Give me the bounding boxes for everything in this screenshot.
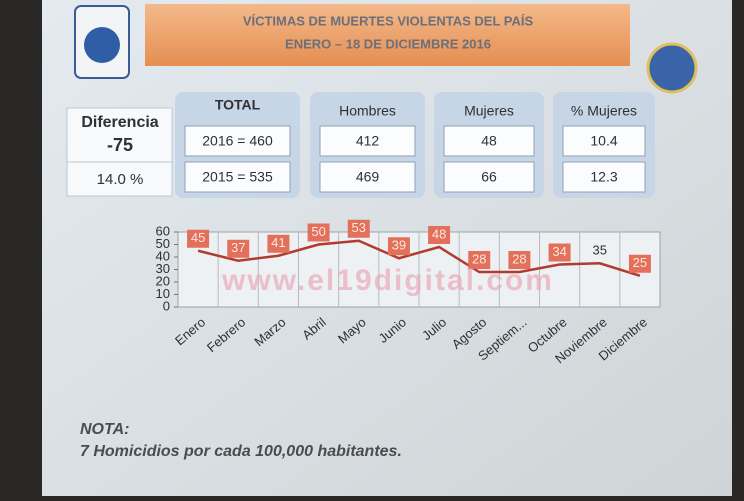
- y-tick-label: 50: [156, 236, 170, 251]
- y-tick-label: 20: [156, 273, 170, 288]
- watermark: www.el19digital.com: [221, 264, 554, 297]
- panel-title: Mujeres: [464, 103, 514, 119]
- data-label: 45: [191, 230, 205, 245]
- panel-cell: [184, 125, 291, 157]
- data-label-box: [187, 229, 210, 248]
- difference-label: Diferencia: [81, 114, 158, 131]
- line: [197, 239, 641, 277]
- panel-cell: [562, 125, 646, 157]
- panel-title: Hombres: [339, 103, 396, 119]
- panel-value: 12.3: [590, 169, 617, 185]
- panel-value: 48: [481, 133, 497, 149]
- y-tick-label: 0: [163, 298, 170, 313]
- panel-value: 10.4: [590, 133, 617, 149]
- data-label: 28: [472, 251, 486, 266]
- data-label: 28: [512, 251, 526, 266]
- police-logo-emblem: [84, 27, 120, 63]
- data-label-box: [347, 219, 370, 238]
- data-label-box: [227, 239, 250, 258]
- difference-percent: 14.0 %: [97, 171, 144, 188]
- data-label-box: [548, 243, 571, 262]
- data-label: 48: [432, 226, 446, 241]
- difference-box: [66, 107, 173, 197]
- data-label: 34: [552, 244, 566, 259]
- data-label: 35: [593, 243, 607, 258]
- data-label-box: [387, 237, 410, 256]
- difference-value: -75: [107, 135, 133, 155]
- data-label: 25: [633, 255, 647, 270]
- panel-cell: [319, 161, 416, 193]
- panel-value: 66: [481, 169, 497, 185]
- data-label: 37: [231, 240, 245, 255]
- panel-cell: [319, 125, 416, 157]
- data-label: 53: [352, 220, 366, 235]
- data-label: 50: [311, 224, 325, 239]
- note-title: NOTA:: [80, 421, 129, 438]
- round-logo: [646, 42, 698, 94]
- panel-value: 2016 = 460: [202, 133, 273, 149]
- data-label-box: [468, 251, 491, 269]
- note-text: 7 Homicidios por cada 100,000 habitantes…: [80, 443, 402, 460]
- panel-title: TOTAL: [215, 97, 261, 113]
- data-label-box: [508, 251, 531, 269]
- panel-cell: [443, 161, 535, 193]
- title-banner: [145, 4, 630, 66]
- data-label-box: [307, 223, 330, 242]
- panel-cell: [184, 161, 291, 193]
- panel-title: % Mujeres: [571, 103, 637, 119]
- data-label: 39: [392, 238, 406, 253]
- data-label-box: [628, 254, 651, 273]
- subtitle: ENERO – 18 DE DICIEMBRE 2016: [285, 36, 491, 51]
- y-tick-label: 60: [156, 223, 170, 238]
- panel-cell: [443, 125, 535, 157]
- summary: Diferencia -75 14.0 % TOTAL 2016 = 460 2015 =…: [66, 92, 655, 198]
- title: VÍCTIMAS DE MUERTES VIOLENTAS DEL PAÍS: [243, 13, 534, 28]
- data-label-box: [428, 226, 451, 244]
- panel-value: 412: [356, 133, 380, 149]
- y-tick-label: 10: [156, 286, 170, 301]
- data-label-box: [267, 234, 290, 253]
- panel-value: 469: [356, 169, 380, 185]
- panel-cell: [562, 161, 646, 193]
- panel-value: 2015 = 535: [202, 169, 273, 185]
- y-tick-label: 30: [156, 261, 170, 276]
- y-tick-label: 40: [156, 248, 170, 263]
- data-label: 41: [271, 235, 285, 250]
